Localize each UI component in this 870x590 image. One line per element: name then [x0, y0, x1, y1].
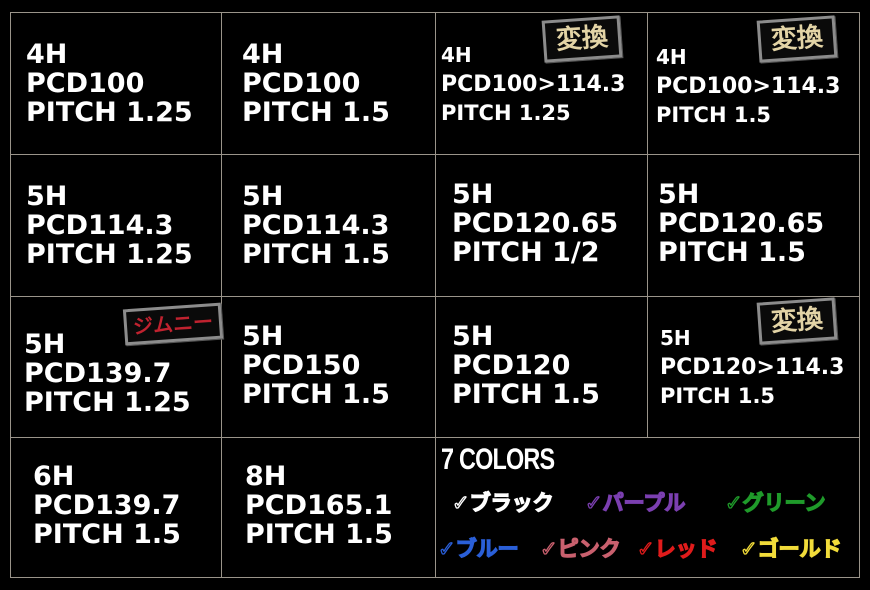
grid-line	[647, 12, 648, 437]
cell-line: PITCH 1.5	[242, 379, 390, 411]
cell-line: PCD139.7	[33, 490, 181, 522]
cell-line: PITCH 1.5	[656, 103, 772, 128]
pcd-cell: 5H PCD120.65 PITCH 1.5	[658, 179, 825, 269]
cell-line: 6H	[33, 461, 75, 492]
cell-line: PCD120.65	[658, 208, 825, 240]
cell-line: PITCH 1.25	[441, 101, 571, 126]
cell-line: 4H	[242, 39, 284, 70]
grid-line	[10, 296, 860, 297]
grid-line	[435, 12, 436, 578]
cell-line: PITCH 1.25	[24, 387, 191, 419]
color-option: ✓ゴールド	[739, 536, 842, 561]
cell-line: PITCH 1.25	[26, 97, 193, 129]
cell-line: PCD114.3	[26, 210, 174, 242]
cell-line: PCD120.65	[452, 208, 619, 240]
cell-line: PITCH 1.5	[245, 519, 393, 551]
color-option: ✓ブルー	[437, 536, 519, 561]
color-option: ✓ブラック	[451, 490, 554, 515]
pcd-cell: 4H PCD100>114.3 PITCH 1.25	[441, 43, 626, 126]
pcd-cell: 5H PCD120>114.3 PITCH 1.5	[660, 326, 845, 409]
jimny-badge: ジムニー	[122, 302, 224, 346]
cell-line: 4H	[26, 39, 68, 70]
cell-line: 8H	[245, 461, 287, 492]
cell-line: 5H	[660, 326, 691, 350]
cell-line: PITCH 1/2	[452, 237, 600, 269]
conversion-badge: 変換	[541, 15, 623, 63]
color-option: ✓グリーン	[724, 490, 826, 515]
conversion-badge: 変換	[756, 297, 838, 345]
cell-line: PCD150	[242, 350, 361, 382]
cell-line: 5H	[452, 321, 494, 352]
pcd-cell: 4H PCD100>114.3 PITCH 1.5	[656, 45, 841, 128]
cell-line: 5H	[452, 179, 494, 210]
cell-line: 4H	[656, 45, 687, 69]
pcd-cell: 6H PCD139.7 PITCH 1.5	[33, 461, 181, 551]
cell-line: PCD114.3	[242, 210, 390, 242]
pcd-cell: 5H PCD120.65 PITCH 1/2	[452, 179, 619, 269]
cell-line: PITCH 1.5	[660, 384, 776, 409]
cell-line: PITCH 1.5	[242, 97, 390, 129]
cell-line: PITCH 1.5	[33, 519, 181, 551]
cell-line: PCD100	[242, 68, 361, 100]
pcd-cell: 5H PCD114.3 PITCH 1.5	[242, 181, 390, 271]
cell-line: 5H	[24, 329, 66, 360]
pcd-cell: 4H PCD100 PITCH 1.25	[26, 39, 193, 129]
cell-line: PITCH 1.5	[658, 237, 806, 269]
cell-line: PCD100>114.3	[656, 73, 841, 99]
cell-line: PITCH 1.25	[26, 239, 193, 271]
pcd-cell: 5H PCD150 PITCH 1.5	[242, 321, 390, 411]
pcd-cell: 4H PCD100 PITCH 1.5	[242, 39, 390, 129]
cell-line: 5H	[242, 181, 284, 212]
pcd-cell: 5H PCD120 PITCH 1.5	[452, 321, 600, 411]
cell-line: PITCH 1.5	[242, 239, 390, 271]
color-option: ✓ピンク	[539, 536, 621, 561]
cell-line: PCD165.1	[245, 490, 393, 522]
color-option: ✓パープル	[584, 490, 686, 515]
cell-line: PITCH 1.5	[452, 379, 600, 411]
cell-line: PCD100>114.3	[441, 71, 626, 97]
pcd-cell: 5H PCD114.3 PITCH 1.25	[26, 181, 193, 271]
grid-line	[10, 437, 860, 438]
color-option: ✓レッド	[636, 536, 718, 561]
cell-line: PCD120	[452, 350, 571, 382]
cell-line: PCD120>114.3	[660, 354, 845, 380]
cell-line: 5H	[658, 179, 700, 210]
colors-title: 7 COLORS	[441, 443, 555, 476]
cell-line: 5H	[26, 181, 68, 212]
grid-line	[10, 154, 860, 155]
cell-line: PCD139.7	[24, 358, 172, 390]
cell-line: PCD100	[26, 68, 145, 100]
grid-line	[221, 12, 222, 578]
cell-line: 5H	[242, 321, 284, 352]
conversion-badge: 変換	[756, 15, 838, 63]
pcd-cell: 8H PCD165.1 PITCH 1.5	[245, 461, 393, 551]
cell-line: 4H	[441, 43, 472, 67]
pcd-cell: 5H PCD139.7 PITCH 1.25	[24, 329, 191, 419]
